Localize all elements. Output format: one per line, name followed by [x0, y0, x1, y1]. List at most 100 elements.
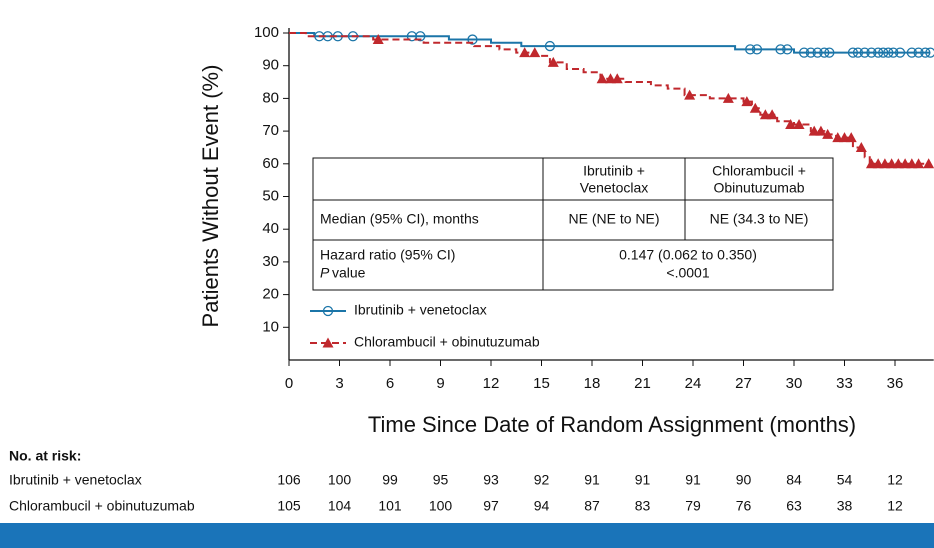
risk-count: 91	[635, 472, 651, 488]
x-tick-label: 15	[533, 375, 550, 392]
censor-mark	[866, 47, 877, 58]
x-tick-label: 27	[735, 375, 752, 392]
censor-mark	[894, 47, 906, 58]
risk-count: 91	[584, 472, 600, 488]
table-bg	[312, 157, 834, 291]
censor-mark	[913, 158, 925, 169]
censor-mark	[798, 47, 810, 58]
risk-count: 91	[685, 472, 701, 488]
x-tick-label: 33	[836, 375, 853, 392]
censor-mark	[815, 125, 827, 136]
legend-label: Chlorambucil + obinutuzumab	[354, 334, 540, 350]
censor-mark	[859, 47, 870, 58]
y-tick-label: 90	[262, 57, 279, 74]
risk-count: 83	[635, 498, 651, 514]
y-tick-label: 80	[262, 89, 279, 106]
censor-mark	[824, 47, 835, 58]
x-tick-label: 9	[436, 375, 444, 392]
table-cell: Hazard ratio (95% CI)	[320, 247, 455, 263]
censor-mark	[745, 44, 756, 55]
censor-mark	[805, 47, 816, 58]
censor-mark	[741, 96, 753, 107]
censor-mark	[913, 47, 924, 58]
table-header: Chlorambucil +	[712, 163, 806, 179]
censor-mark	[547, 56, 559, 67]
censor-mark	[596, 73, 608, 84]
legend-marker	[322, 337, 334, 348]
risk-count: 54	[837, 472, 853, 488]
censor-mark	[544, 40, 556, 52]
risk-count: 90	[736, 472, 752, 488]
censor-mark	[467, 34, 478, 45]
censor-mark	[855, 141, 867, 152]
censor-mark	[920, 47, 931, 58]
table-cell: value	[332, 265, 366, 281]
y-tick-label: 100	[254, 24, 279, 41]
censor-mark	[923, 158, 934, 169]
risk-count: 12	[887, 498, 903, 514]
risk-count: 99	[382, 472, 398, 488]
y-tick-label: 20	[262, 286, 279, 303]
censor-mark	[888, 47, 899, 58]
x-tick-label: 21	[634, 375, 651, 392]
censor-mark	[906, 47, 917, 58]
x-tick-label: 24	[685, 375, 702, 392]
censor-mark	[749, 102, 761, 113]
risk-title: No. at risk:	[9, 448, 81, 464]
survival-line	[289, 32, 931, 54]
x-tick-label: 12	[483, 375, 500, 392]
risk-count: 63	[786, 498, 802, 514]
table-cell: Median (95% CI), months	[320, 211, 479, 227]
censor-mark	[684, 89, 696, 100]
censor-mark	[812, 47, 823, 58]
censor-mark	[722, 92, 734, 103]
censor-mark	[845, 132, 857, 143]
censor-mark	[819, 47, 830, 58]
censor-mark	[822, 128, 834, 139]
risk-count: 94	[534, 498, 550, 514]
censor-mark	[751, 44, 763, 55]
table-header: Ibrutinib +	[583, 163, 645, 179]
y-axis-label: Patients Without Event (%)	[198, 65, 223, 328]
x-tick-label: 6	[386, 375, 394, 392]
risk-count: 100	[328, 472, 352, 488]
risk-count: 76	[736, 498, 752, 514]
risk-count: 92	[534, 472, 550, 488]
censor-mark	[519, 47, 531, 58]
risk-count: 87	[584, 498, 600, 514]
risk-count: 79	[685, 498, 701, 514]
y-tick-label: 30	[262, 253, 279, 270]
censor-mark	[847, 47, 859, 58]
summary-table: Ibrutinib +Venetoclax Chlorambucil +Obinu…	[312, 157, 834, 291]
censor-mark	[852, 47, 864, 58]
censor-mark	[372, 34, 384, 45]
y-tick-label: 40	[262, 220, 279, 237]
censor-mark	[766, 109, 778, 120]
x-axis-label: Time Since Date of Random Assignment (mo…	[368, 412, 856, 437]
risk-count: 84	[786, 472, 802, 488]
survival-line	[289, 32, 929, 165]
legend-marker	[322, 305, 334, 317]
x-tick-label: 30	[786, 375, 803, 392]
risk-row-label: Ibrutinib + venetoclax	[9, 472, 142, 488]
x-tick-label: 18	[584, 375, 601, 392]
risk-count: 95	[433, 472, 449, 488]
table-cell: NE (NE to NE)	[568, 211, 659, 227]
footer-band	[0, 523, 934, 548]
censor-mark	[775, 44, 786, 55]
table-header: Venetoclax	[580, 180, 649, 196]
legend-label: Ibrutinib + venetoclax	[354, 302, 487, 318]
censor-mark	[415, 31, 426, 42]
risk-count: 101	[378, 498, 402, 514]
y-tick-label: 60	[262, 155, 279, 172]
censor-mark	[878, 47, 889, 58]
risk-count: 38	[837, 498, 853, 514]
censor-mark	[793, 119, 805, 130]
risk-count: 106	[277, 472, 301, 488]
risk-count: 93	[483, 472, 499, 488]
table-cell: P	[320, 265, 330, 281]
table-cell: <.0001	[666, 265, 709, 281]
y-tick-label: 70	[262, 122, 279, 139]
y-tick-label: 10	[262, 318, 279, 335]
